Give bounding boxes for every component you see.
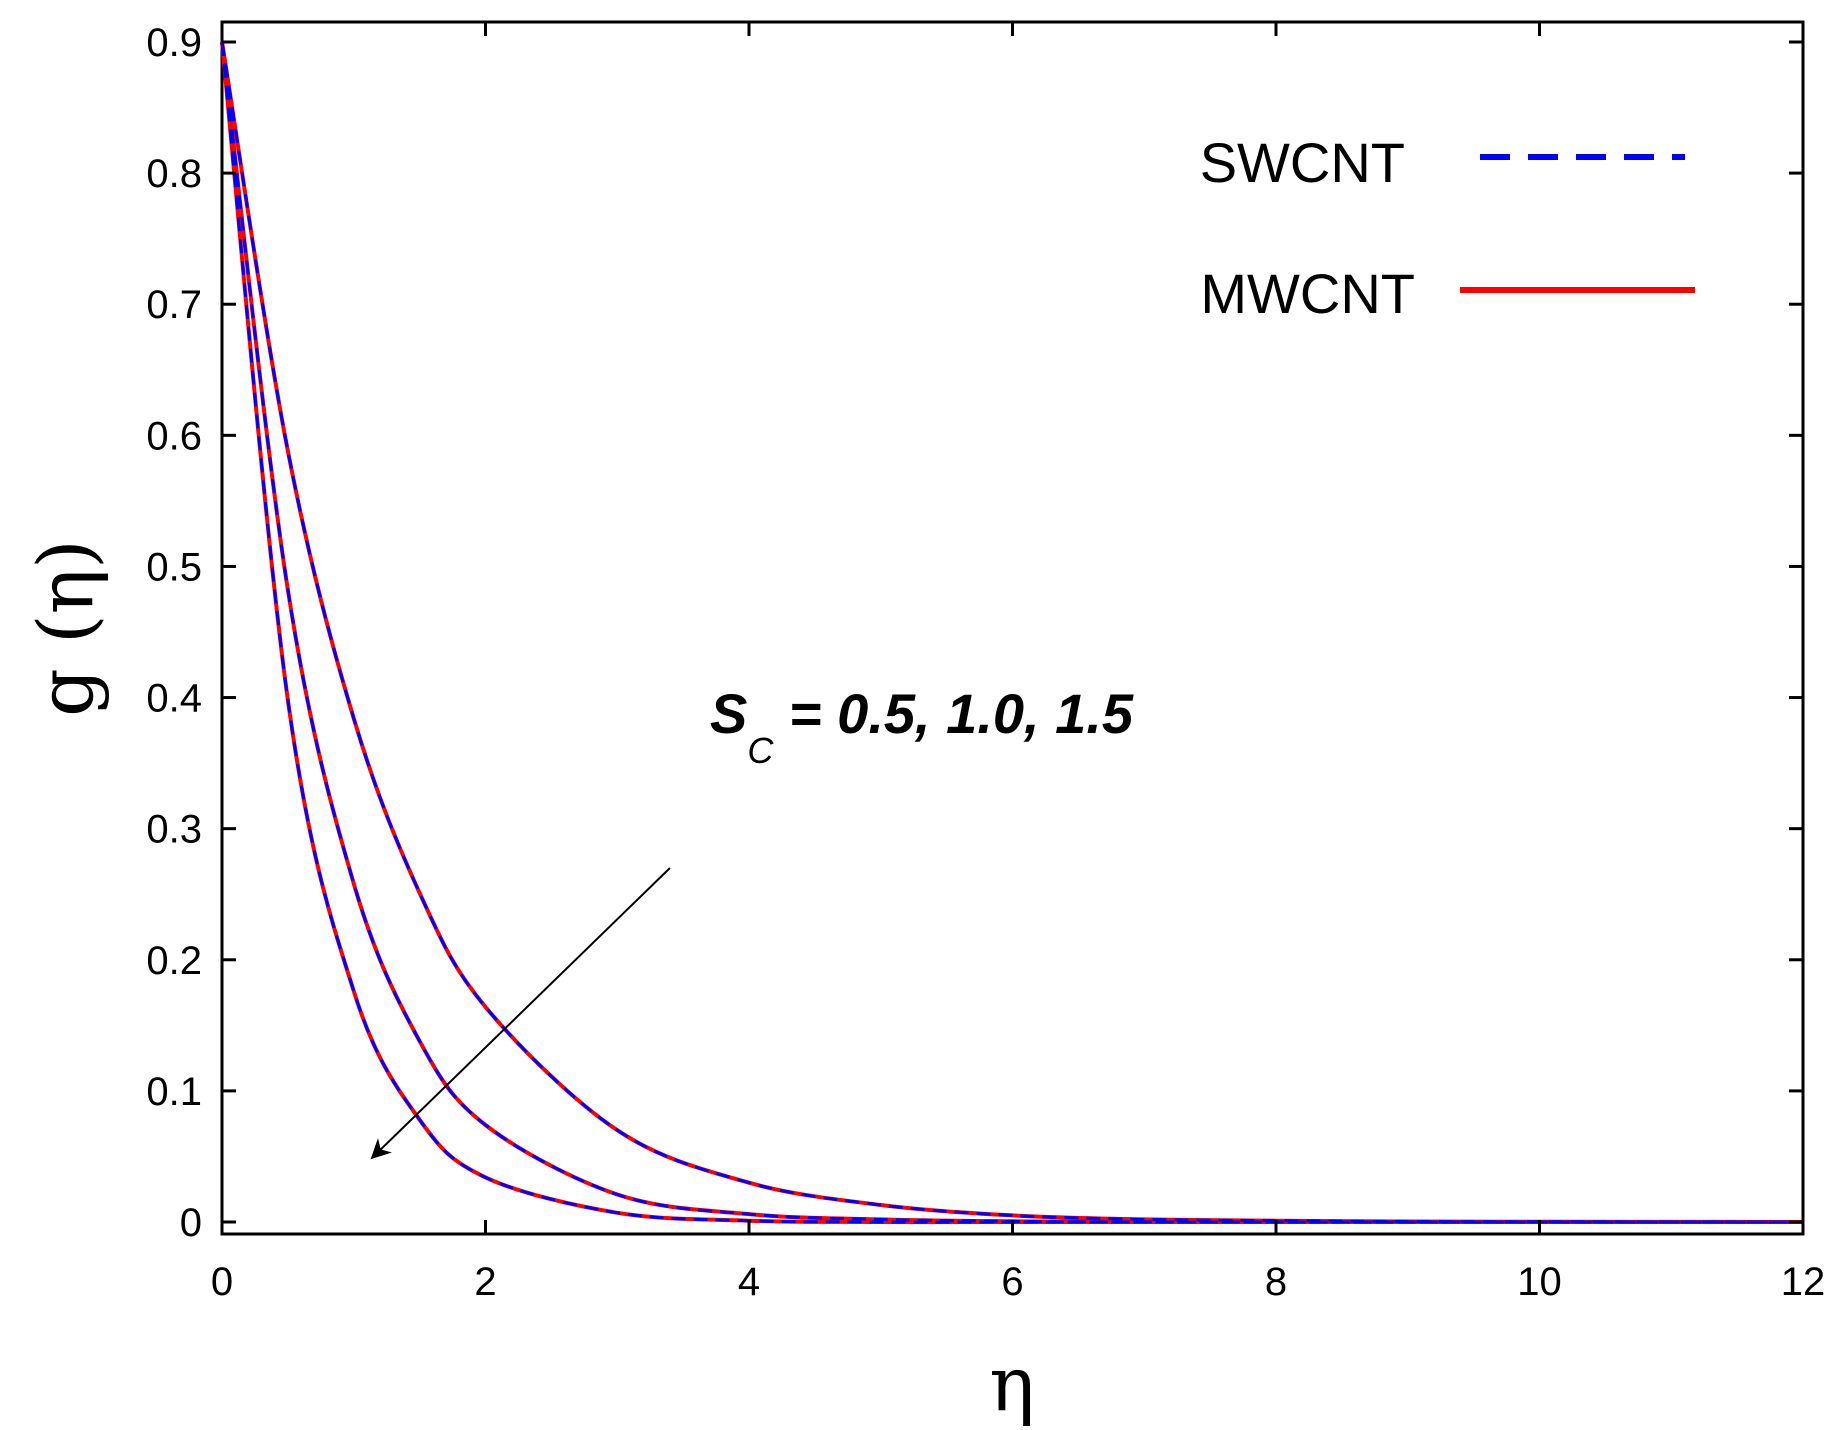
series-line-mwcnt-3: [220, 41, 1803, 1225]
series-line-swcnt-3: [220, 41, 1803, 1224]
plot-frame: [220, 20, 1805, 1236]
y-tick-label: 0.2: [146, 939, 202, 983]
x-tick-label: 0: [211, 1260, 233, 1304]
x-tick-label: 4: [738, 1260, 760, 1304]
y-tick-label: 0.7: [146, 283, 202, 327]
x-tick-label: 12: [1781, 1260, 1826, 1304]
x-tick-label: 6: [1001, 1260, 1023, 1304]
series-line-swcnt-2: [220, 41, 1803, 1224]
series-line-swcnt-1: [220, 41, 1804, 1224]
y-tick-label: 0.8: [146, 152, 202, 196]
legend-label-mwcnt: MWCNT: [1200, 262, 1415, 325]
y-tick-label: 0.6: [146, 414, 202, 458]
y-tick-label: 0.4: [146, 677, 202, 721]
annotation-symbol: S: [710, 682, 747, 745]
curves-layer: [220, 41, 1804, 1225]
ticks-layer: [220, 22, 1805, 1234]
series-line-mwcnt-1: [220, 41, 1804, 1224]
tick-labels-layer: 0 2 4 6 8 10 12 0 0.1 0.2 0.3 0.4 0.5 0.6 0.7 0.8 0.9: [146, 21, 1825, 1304]
annotation-subscript: C: [747, 730, 774, 771]
legend: SWCNT MWCNT: [1200, 131, 1695, 325]
y-tick-label: 0.5: [146, 545, 202, 589]
annotation-arrow: [370, 867, 671, 1160]
x-tick-label: 8: [1265, 1260, 1287, 1304]
annotation-values: = 0.5, 1.0, 1.5: [773, 682, 1133, 745]
legend-label-swcnt: SWCNT: [1200, 131, 1405, 194]
y-tick-label: 0.3: [146, 808, 202, 852]
y-tick-label: 0: [180, 1201, 202, 1245]
x-tick-label: 10: [1517, 1260, 1562, 1304]
y-axis-title: g (η): [21, 539, 110, 717]
y-tick-label: 0.9: [146, 21, 202, 65]
y-tick-label: 0.1: [146, 1070, 202, 1114]
x-axis-title: η: [989, 1339, 1035, 1428]
annotation-label: SC = 0.5, 1.0, 1.5: [710, 682, 1134, 771]
x-tick-label: 2: [474, 1260, 496, 1304]
series-line-mwcnt-2: [220, 41, 1803, 1225]
annotation: SC = 0.5, 1.0, 1.5: [370, 682, 1134, 1160]
